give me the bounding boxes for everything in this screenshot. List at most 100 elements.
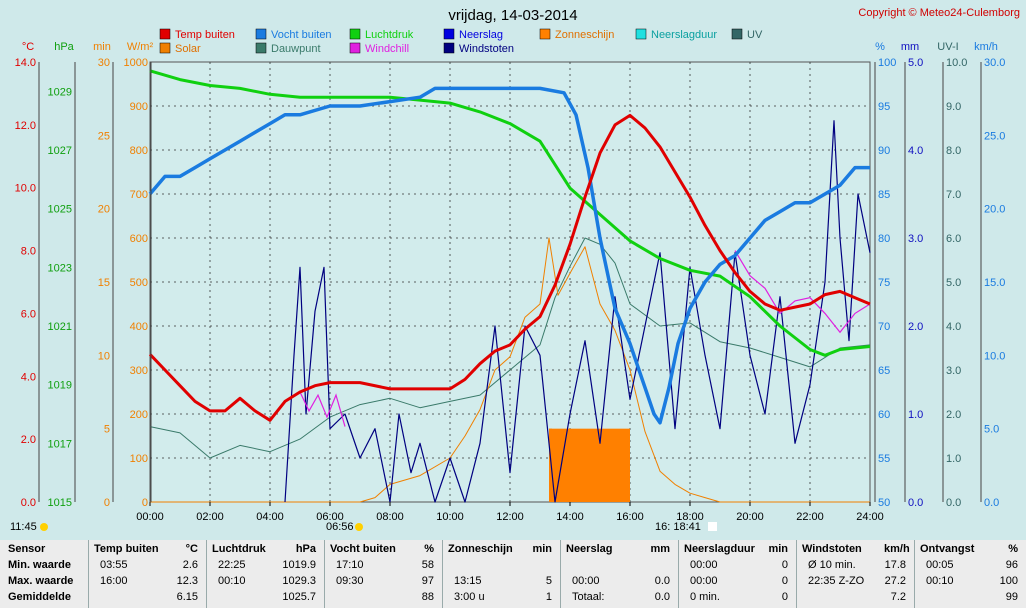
temp-tick-label: 12.0 bbox=[15, 120, 36, 132]
legend-swatch bbox=[159, 28, 171, 40]
solar-tick-label: 900 bbox=[130, 101, 148, 113]
sunshine_min-tick-label: 5 bbox=[104, 424, 110, 436]
uv-tick-label: 7.0 bbox=[946, 189, 961, 201]
summary-time: 13:15 bbox=[454, 575, 482, 587]
summary-time: 3:00 u bbox=[454, 591, 485, 603]
solar-tick-label: 800 bbox=[130, 145, 148, 157]
summary-value: 88 bbox=[421, 591, 434, 603]
wind-tick-label: 0.0 bbox=[984, 497, 999, 509]
summary-time: 00:00 bbox=[572, 575, 600, 587]
x-tick-label: 06:00 bbox=[316, 511, 344, 523]
series-line-luchtdruk bbox=[149, 69, 871, 357]
solar-tick-label: 700 bbox=[130, 189, 148, 201]
column-separator bbox=[206, 540, 207, 608]
series-line-windchill bbox=[299, 391, 346, 427]
pressure-tick-label: 1025 bbox=[48, 204, 72, 216]
chart-title: vrijdag, 14-03-2014 bbox=[448, 7, 577, 24]
chart-grid bbox=[149, 61, 871, 503]
humidity-tick-label: 55 bbox=[878, 453, 890, 465]
temp-tick-label: 0.0 bbox=[21, 497, 36, 509]
sunshine_min-tick-label: 10 bbox=[98, 350, 110, 362]
summary-value: 12.3 bbox=[176, 575, 198, 587]
wind-tick-label: 15.0 bbox=[984, 277, 1005, 289]
temp-tick-label: 14.0 bbox=[15, 57, 36, 69]
uv-tick-label: 3.0 bbox=[946, 365, 961, 377]
summary-unit: mm bbox=[650, 543, 670, 555]
rain-unit-label: mm bbox=[901, 41, 919, 53]
sunshine_min-tick-label: 15 bbox=[98, 277, 110, 289]
summary-value: 1029.3 bbox=[282, 575, 316, 587]
legend-swatch bbox=[443, 28, 455, 40]
series-line-windstoten bbox=[284, 120, 871, 503]
summary-header: Neerslag bbox=[566, 543, 613, 555]
summary-header: Sensor bbox=[8, 543, 46, 555]
summary-unit: hPa bbox=[295, 543, 316, 555]
sunshine-bar bbox=[558, 428, 570, 502]
summary-time: 00:00 bbox=[690, 559, 718, 571]
summary-value: 0 bbox=[781, 559, 788, 571]
humidity-tick-label: 70 bbox=[878, 321, 890, 333]
pressure-tick-label: 1017 bbox=[48, 438, 72, 450]
wind-tick-label: 10.0 bbox=[984, 350, 1005, 362]
humidity-tick-label: 100 bbox=[878, 57, 896, 69]
wind-tick-label: 20.0 bbox=[984, 204, 1005, 216]
legend-label: Neerslagduur bbox=[651, 29, 717, 41]
legend-swatch bbox=[255, 42, 267, 54]
legend-swatch bbox=[349, 28, 361, 40]
sunshine_min-unit-label: min bbox=[93, 41, 111, 53]
pressure-unit-label: hPa bbox=[54, 41, 74, 53]
solar-tick-label: 100 bbox=[130, 453, 148, 465]
sunshine_min-tick-label: 25 bbox=[98, 130, 110, 142]
column-separator bbox=[914, 540, 915, 608]
summary-header: Ontvangst bbox=[920, 543, 975, 555]
summary-unit: % bbox=[424, 543, 434, 555]
pressure-tick-label: 1029 bbox=[48, 86, 72, 98]
series-line-windchill bbox=[734, 250, 871, 334]
x-tick-label: 12:00 bbox=[496, 511, 524, 523]
summary-header: Zonneschijn bbox=[448, 543, 513, 555]
uv-tick-label: 4.0 bbox=[946, 321, 961, 333]
summary-value: 0.0 bbox=[654, 591, 670, 603]
summary-header: Temp buiten bbox=[94, 543, 159, 555]
legend-swatch bbox=[635, 28, 647, 40]
legend-label: Windchill bbox=[365, 43, 409, 55]
x-tick-label: 14:00 bbox=[556, 511, 584, 523]
sunset-icon bbox=[708, 522, 717, 531]
summary-time: 0 min. bbox=[690, 591, 720, 603]
solar-tick-label: 200 bbox=[130, 409, 148, 421]
humidity-tick-label: 80 bbox=[878, 233, 890, 245]
sunshine_min-tick-label: 20 bbox=[98, 204, 110, 216]
legend-label: Solar bbox=[175, 43, 201, 55]
weather-chart: 00:00 02:00 04:00 06:00 08:00 10:00 12:00 14:00… bbox=[10, 7, 1020, 533]
rain-tick-label: 4.0 bbox=[908, 145, 923, 157]
uv-tick-label: 2.0 bbox=[946, 409, 961, 421]
summary-time: 16:00 bbox=[100, 575, 128, 587]
legend-label: Windstoten bbox=[459, 43, 514, 55]
solar-tick-label: 0 bbox=[142, 497, 148, 509]
summary-value: 17.8 bbox=[884, 559, 906, 571]
pressure-tick-label: 1027 bbox=[48, 145, 72, 157]
chart-series bbox=[148, 69, 871, 503]
wind-tick-label: 30.0 bbox=[984, 57, 1005, 69]
summary-header: Luchtdruk bbox=[212, 543, 266, 555]
pressure-tick-label: 1015 bbox=[48, 497, 72, 509]
legend-swatch bbox=[539, 28, 551, 40]
x-tick-label: 22:00 bbox=[796, 511, 824, 523]
summary-value: 99 bbox=[1005, 591, 1018, 603]
legend-label: Luchtdruk bbox=[365, 29, 414, 41]
x-tick-label: 08:00 bbox=[376, 511, 404, 523]
pressure-tick-label: 1019 bbox=[48, 380, 72, 392]
legend-label: Neerslag bbox=[459, 29, 503, 41]
summary-time: 03:55 bbox=[100, 559, 128, 571]
solar-tick-label: 600 bbox=[130, 233, 148, 245]
humidity-tick-label: 60 bbox=[878, 409, 890, 421]
series-line-vocht-buiten bbox=[148, 86, 870, 425]
marker-sunset-time: 16: 18:41 bbox=[655, 521, 701, 533]
marker-left-time: 11:45 bbox=[10, 521, 37, 533]
summary-value: 6.15 bbox=[176, 591, 198, 603]
sunshine-bar bbox=[600, 428, 615, 502]
summary-value: 58 bbox=[421, 559, 434, 571]
sun-icon bbox=[40, 523, 48, 531]
sunshine-bar bbox=[615, 428, 630, 502]
summary-value: 0 bbox=[781, 575, 788, 587]
